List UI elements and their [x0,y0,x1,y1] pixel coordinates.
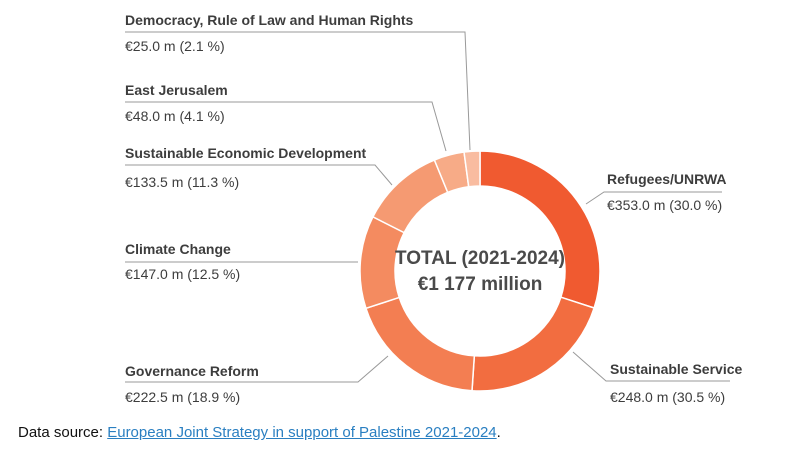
slice-label: €248.0 m (30.5 %) [610,389,725,405]
slice-label: €25.0 m (2.1 %) [125,38,225,54]
slice-name: Sustainable Economic Development [125,145,367,161]
leader-line [125,101,447,152]
center-value: €1 177 million [418,274,543,295]
slice-name: Governance Reform [125,363,259,379]
donut-slice [463,150,481,188]
donut-chart: TOTAL (2021-2024) €1 177 million Democra… [125,12,743,405]
slice-name: Climate Change [125,241,231,257]
leader-line [125,164,393,186]
source-prefix: Data source: [18,424,108,441]
source-suffix: . [496,424,501,441]
leader-line [585,191,722,205]
leader-lines [125,31,730,383]
leader-line [125,355,389,383]
slice-label: €48.0 m (4.1 %) [125,108,225,124]
data-source: Data source: European Joint Strategy in … [18,424,501,441]
slice-name: Democracy, Rule of Law and Human Rights [125,12,414,28]
slice-name: Sustainable Service [610,361,743,377]
leader-line [572,351,730,382]
slice-label: €133.5 m (11.3 %) [125,174,239,190]
source-link[interactable]: European Joint Strategy in support of Pa… [107,424,497,441]
slice-label: €147.0 m (12.5 %) [125,266,240,282]
donut-slice [471,296,596,392]
slice-name: East Jerusalem [125,82,228,98]
center-title: TOTAL (2021-2024) [395,248,565,269]
slice-name: Refugees/UNRWA [607,171,727,187]
donut-slice [365,296,476,392]
slice-label: €353.0 m (30.0 %) [607,197,722,213]
donut-slice [371,159,449,234]
leader-line [125,31,471,151]
slice-label: €222.5 m (18.9 %) [125,389,240,405]
